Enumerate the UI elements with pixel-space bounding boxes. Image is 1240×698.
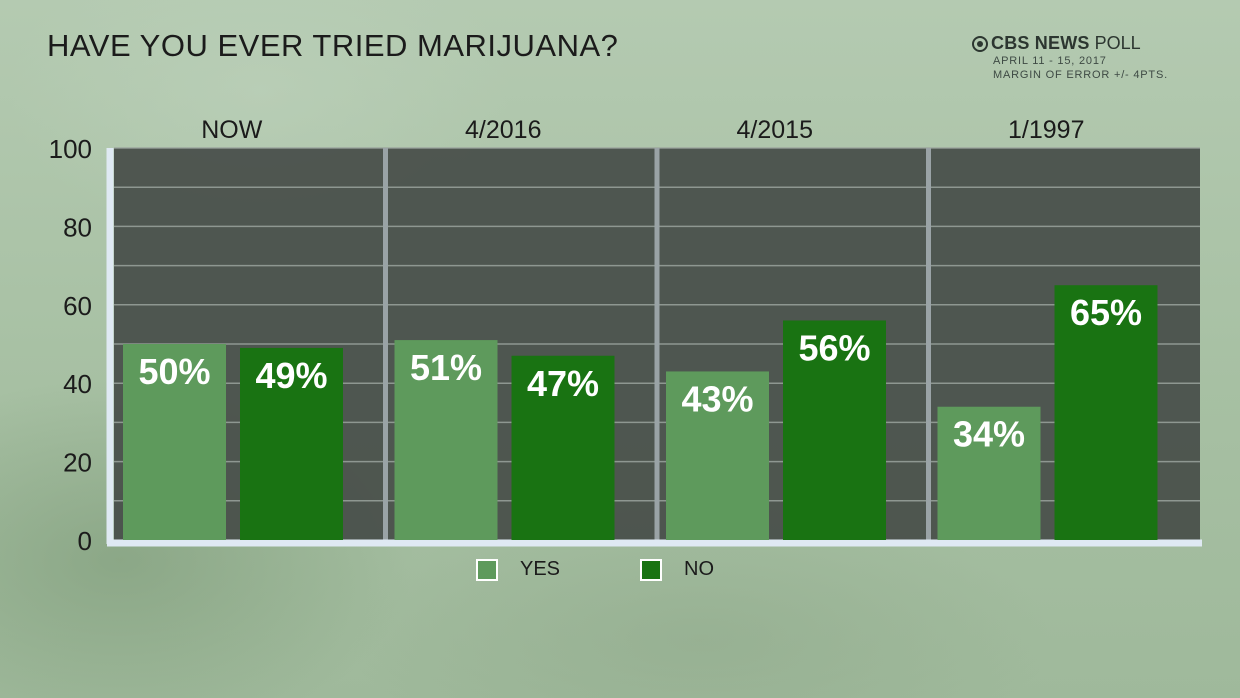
bar-no [783, 320, 886, 540]
source-poll: POLL [1094, 33, 1141, 53]
data-label: 51% [410, 347, 482, 388]
y-tick-label: 60 [63, 291, 92, 321]
poll-dates: APRIL 11 - 15, 2017 [993, 55, 1107, 67]
bar-no [240, 347, 343, 540]
legend-label-yes: YES [520, 558, 561, 580]
category-label: 4/2015 [737, 116, 813, 144]
bar-yes [666, 371, 769, 540]
data-label: 65% [1070, 292, 1142, 333]
data-label: 49% [255, 355, 327, 396]
category-label: 4/2016 [465, 116, 541, 144]
data-label: 50% [138, 351, 210, 392]
legend-label-no: NO [684, 558, 715, 580]
legend-item-yes: YES [476, 558, 560, 581]
data-label: 56% [798, 327, 870, 368]
legend-item-no: NO [640, 558, 714, 581]
category-label: NOW [201, 116, 263, 144]
y-tick-label: 100 [49, 134, 92, 164]
legend-swatch-no [640, 558, 663, 581]
bar-no [1054, 285, 1158, 540]
margin-of-error: MARGIN OF ERROR +/- 4PTS. [993, 69, 1168, 81]
legend-swatch-yes [476, 558, 498, 581]
source-block: CBS NEWS POLL APRIL 11 - 15, 2017 MARGIN… [972, 33, 1212, 82]
legend: YES NO [476, 558, 794, 581]
data-label: 47% [527, 363, 599, 404]
bar-yes [394, 340, 498, 540]
bar-yes [937, 406, 1041, 540]
chart-title: HAVE YOU EVER TRIED MARIJUANA? [47, 28, 619, 63]
source-brand: CBS NEWS POLL [972, 33, 1212, 54]
y-tick-label: 20 [63, 448, 92, 478]
source-name: CBS NEWS [991, 33, 1090, 53]
y-tick-label: 0 [78, 526, 92, 556]
cbs-eye-icon [972, 35, 988, 52]
data-label: 43% [681, 378, 753, 419]
category-label: 1/1997 [1008, 116, 1084, 144]
data-label: 34% [953, 414, 1025, 455]
y-tick-label: 80 [63, 212, 92, 242]
bar-yes [123, 344, 226, 540]
bar-no [511, 355, 615, 540]
y-tick-label: 40 [63, 369, 92, 399]
